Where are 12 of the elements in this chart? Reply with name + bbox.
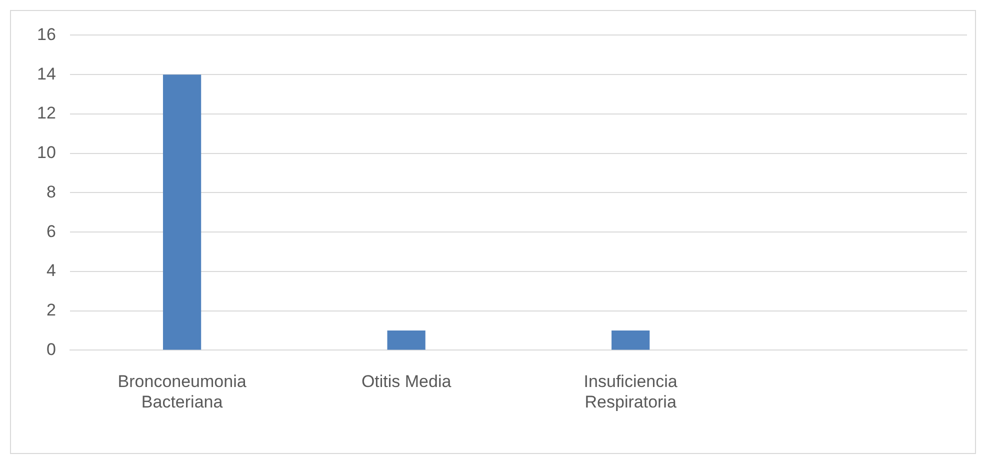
x-tick-label: Insuficiencia Respiratoria [584, 372, 678, 412]
y-tick-label: 14 [36, 64, 56, 84]
y-tick-label: 6 [46, 222, 56, 241]
x-tick-label: Otitis Media [361, 372, 452, 392]
y-tick-label: 4 [46, 261, 56, 280]
y-tick-label: 12 [36, 104, 56, 123]
y-tick-label: 8 [46, 182, 56, 202]
y-tick-label: 16 [36, 24, 56, 44]
y-tick-label: 10 [36, 143, 56, 162]
y-tick-label: 0 [46, 340, 56, 359]
x-tick-label: Bronconeumonia Bacteriana [118, 372, 247, 412]
y-tick-label: 2 [46, 300, 56, 320]
